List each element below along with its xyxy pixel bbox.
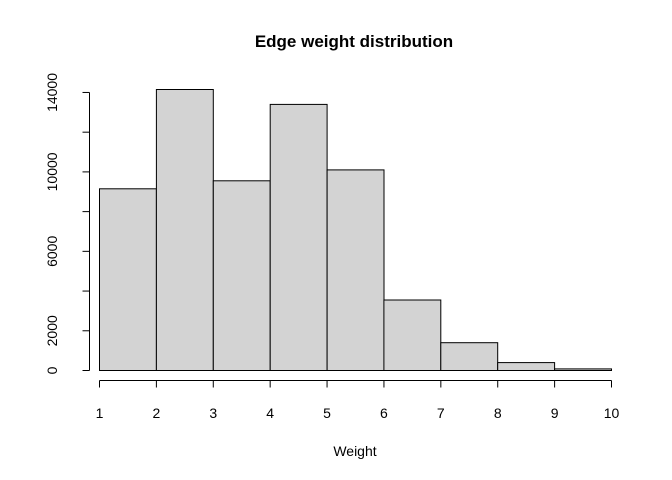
histogram-bar [212,180,271,371]
histogram-bar [440,342,499,372]
x-tick-label: 1 [96,405,104,421]
x-tick-label: 10 [604,405,620,421]
x-axis: 1 2 3 4 5 6 7 8 9 10 [96,380,620,421]
histogram-bar [383,299,442,371]
histogram-bar [554,368,612,371]
histogram-bar [269,103,328,372]
chart-title: Edge weight distribution [255,32,453,51]
x-tick-label: 5 [323,405,331,421]
x-tick-label: 9 [551,405,559,421]
y-tick-label: 6000 [44,236,60,267]
y-tick-label: 14000 [44,73,60,112]
x-tick-label: 2 [152,405,160,421]
histogram-bars [99,89,612,372]
x-tick-label: 7 [437,405,445,421]
histogram-bar [497,362,556,372]
y-tick-label: 2000 [44,315,60,346]
histogram-bar [99,188,157,371]
y-tick-label: 0 [44,366,60,374]
x-tick-label: 4 [266,405,274,421]
histogram-bar [155,89,214,371]
x-tick-label: 6 [380,405,388,421]
x-axis-label: Weight [333,443,376,459]
y-axis: 0 2000 6000 10000 14000 [44,73,90,374]
x-tick-label: 8 [494,405,502,421]
x-tick-label: 3 [209,405,217,421]
histogram-bar [326,169,385,371]
y-tick-label: 10000 [44,152,60,191]
